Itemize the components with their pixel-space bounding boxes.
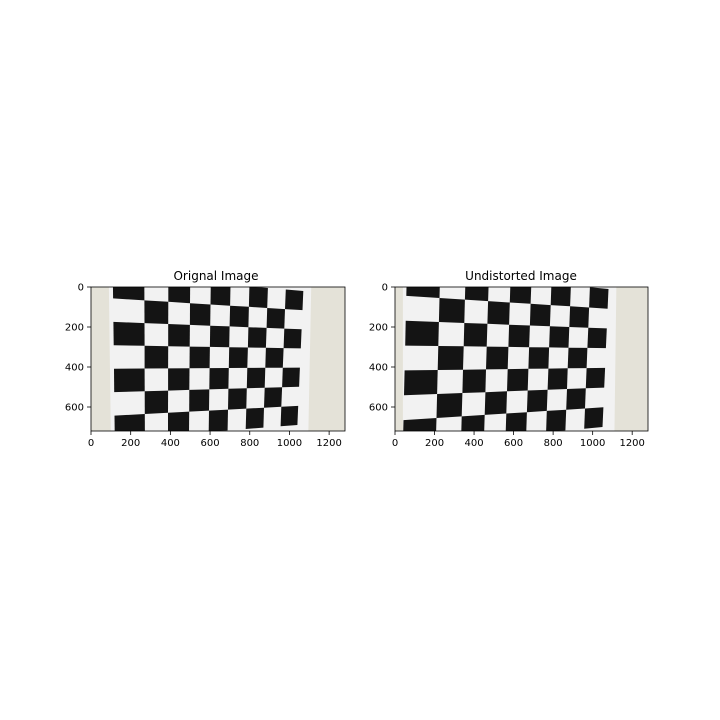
chessboard-dark-square [114,414,145,431]
chessboard-dark-square [168,411,190,431]
x-tick-label: 800 [240,438,259,449]
chessboard-dark-square [405,320,439,346]
chessboard-dark-square [569,306,590,328]
chessboard-dark-square [589,287,609,309]
chessboard-dark-square [280,405,299,427]
chessboard-dark-square [437,346,464,370]
chessboard-dark-square [406,287,440,298]
chessboard-dark-square [246,367,266,389]
chessboard-dark-square [528,347,550,369]
chessboard-dark-square [508,324,530,348]
y-tick-label: 600 [369,403,388,414]
distorted-chessboard-photo: 0 200 400 600 800 1000 1200 0 200 400 600 [65,283,346,449]
chessboard-dark-square [436,393,463,418]
chessboard-dark-square [584,407,604,429]
chessboard-dark-square [507,368,529,392]
x-tick-label: 1200 [619,438,644,449]
y-tick-label: 400 [65,363,84,374]
chessboard-dark-square [285,289,304,311]
x-tick-label: 400 [465,438,484,449]
chessboard-dark-square [526,389,548,413]
chessboard-dark-square [585,367,606,389]
x-tick-label: 600 [201,438,220,449]
x-tick-label: 0 [88,438,94,449]
chessboard-dark-square [587,327,607,349]
chessboard-dark-square [550,287,571,307]
y-tick-label: 0 [78,283,84,294]
chessboard-dark-square [229,305,249,328]
chessboard-dark-square [248,287,268,308]
undistorted-chessboard-photo: 0 200 400 600 800 1000 1200 0 200 400 600 [369,283,649,449]
x-tick-label: 600 [504,438,523,449]
chessboard-dark-square [228,347,248,368]
chessboard-dark-square [462,369,486,393]
chessboard-dark-square [404,370,438,396]
chessboard-dark-square [567,347,588,369]
chessboard-dark-square [168,287,191,304]
chessboard-dark-square [264,387,283,408]
x-tick-label: 0 [392,438,398,449]
x-tick-label: 1000 [580,438,605,449]
y-tick-label: 200 [369,323,388,334]
chessboard-dark-square [245,407,264,429]
chessboard-dark-square [486,346,509,370]
chessboard-dark-square [114,368,145,393]
x-tick-label: 200 [425,438,444,449]
chessboard-dark-square [283,328,302,349]
chessboard-dark-square [546,409,567,431]
photo-content [91,287,345,431]
chessboard-dark-square [464,287,489,302]
chessboard-dark-square [189,389,210,412]
chessboard-dark-square [113,321,145,346]
x-tick-label: 400 [161,438,180,449]
photo-content [395,287,648,431]
chessboard-dark-square [487,301,510,325]
axes-frame [90,286,346,432]
chessboard-dark-square [144,390,169,414]
chessboard-dark-square [529,303,551,327]
chessboard-dark-square [112,287,145,301]
chessboard-dark-square [505,412,527,431]
x-tick-label: 800 [544,438,563,449]
x-tick-label: 1200 [316,438,341,449]
chessboard-dark-square [282,367,300,388]
right-panel-title: Undistorted Image [465,269,577,283]
chessboard-dark-square [566,388,586,410]
chessboard-dark-square [438,298,465,323]
chessboard-dark-square [463,323,488,347]
chessboard-dark-square [247,327,267,348]
chessboard-dark-square [461,414,485,431]
chessboard-dark-square [189,303,211,326]
axes-frame [394,286,649,432]
chessboard-dark-square [168,368,190,391]
chessboard-dark-square [144,300,169,324]
chessboard-dark-square [228,388,247,410]
chessboard-dark-square [208,409,228,431]
x-tick-label: 1000 [277,438,302,449]
y-tick-label: 400 [369,363,388,374]
chessboard-dark-square [144,345,169,369]
chessboard-dark-square [209,368,229,390]
chessboard-dark-square [549,326,570,348]
chessboard-dark-square [509,287,532,304]
chessboard-dark-square [403,418,437,431]
chessboard-dark-square [168,324,190,347]
y-tick-label: 0 [382,283,388,294]
chessboard-dark-square [210,287,231,306]
chessboard-dark-square [484,391,507,415]
chessboard-dark-square [547,368,568,390]
chessboard-dark-square [266,308,285,329]
y-tick-label: 600 [65,403,84,414]
left-panel-title: Orignal Image [173,269,259,283]
x-tick-label: 200 [121,438,140,449]
chessboard-dark-square [189,346,210,369]
chessboard-dark-square [265,347,284,368]
y-tick-label: 200 [65,323,84,334]
chessboard-dark-square [209,325,230,348]
